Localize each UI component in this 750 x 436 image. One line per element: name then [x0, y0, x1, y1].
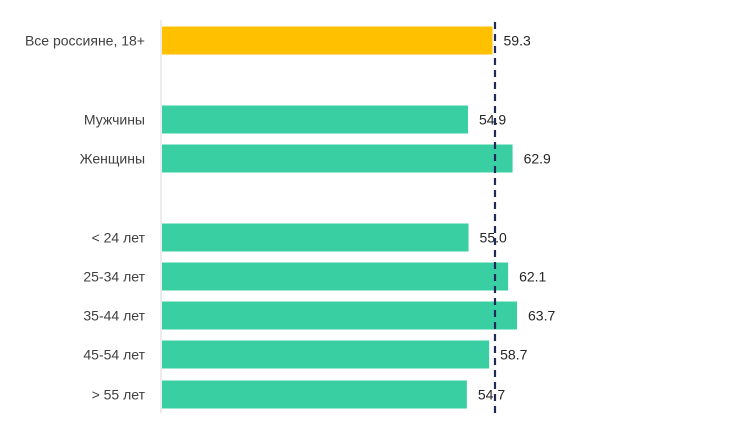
bar-6 — [162, 340, 490, 369]
value-label-7: 54.7 — [478, 387, 505, 403]
value-label-1: 54.9 — [479, 112, 506, 128]
bar-5 — [162, 301, 518, 330]
bar-7 — [162, 380, 467, 409]
bars-group — [162, 26, 518, 409]
value-labels-group: 59.3 54.9 62.9 55.0 62.1 63.7 58.7 54.7 — [478, 33, 556, 403]
bar-0 — [162, 26, 493, 55]
value-label-0: 59.3 — [504, 33, 531, 49]
value-label-2: 62.9 — [524, 151, 551, 167]
bar-1 — [162, 105, 468, 134]
category-label-2: Женщины — [80, 151, 145, 167]
value-label-4: 62.1 — [519, 269, 546, 285]
category-label-6: 45-54 лет — [83, 347, 145, 363]
bar-4 — [162, 262, 509, 291]
category-label-3: < 24 лет — [92, 230, 146, 246]
category-label-1: Мужчины — [84, 112, 145, 128]
bar-3 — [162, 223, 469, 252]
bar-2 — [162, 144, 513, 173]
category-label-4: 25-34 лет — [83, 269, 145, 285]
category-label-7: > 55 лет — [92, 387, 146, 403]
category-labels-group: Все россияне, 18+ Мужчины Женщины < 24 лет 2… — [25, 33, 146, 403]
value-label-5: 63.7 — [528, 308, 555, 324]
value-label-6: 58.7 — [500, 347, 527, 363]
category-label-0: Все россияне, 18+ — [25, 33, 145, 49]
category-label-5: 35-44 лет — [83, 308, 145, 324]
value-label-3: 55.0 — [480, 230, 507, 246]
